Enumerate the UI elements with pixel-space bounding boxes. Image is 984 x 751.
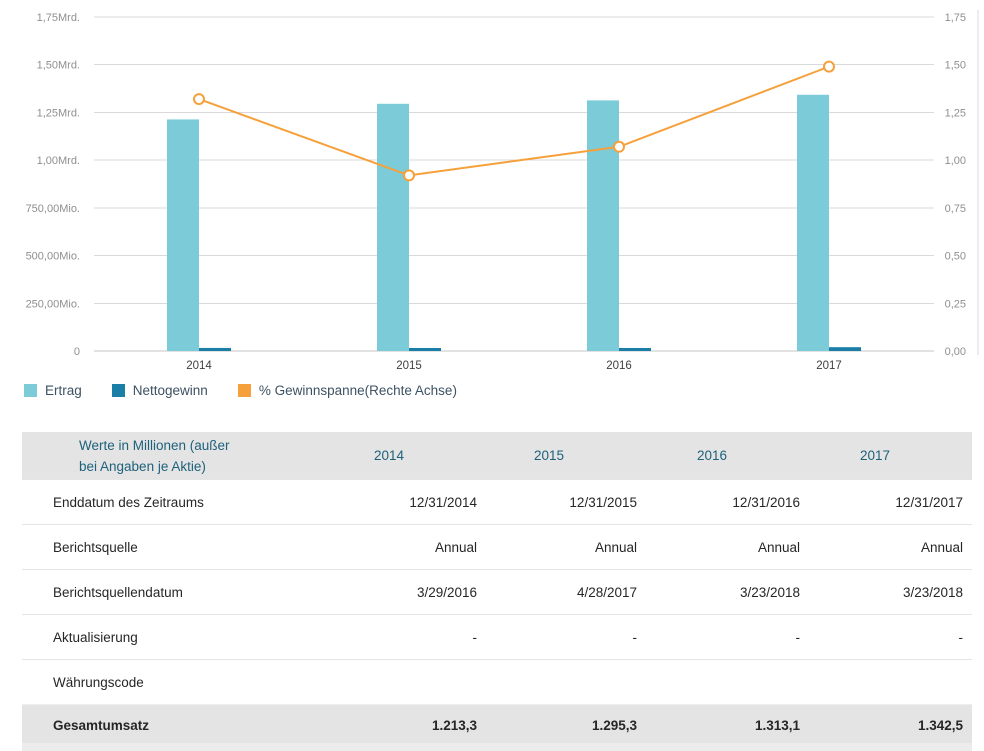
- row-value: Annual: [920, 539, 963, 555]
- right-axis-tick-label: 0,50: [945, 251, 966, 263]
- row-value: 1.213,3: [431, 718, 477, 733]
- table-row: Berichtsquelle Annual Annual Annual Annual: [22, 524, 972, 569]
- table-row: Währungscode: [22, 659, 972, 704]
- left-axis-tick-label: 1,00Mrd.: [37, 155, 80, 167]
- row-label: Enddatum des Zeitraums: [53, 494, 204, 510]
- row-label: Währungscode: [53, 674, 144, 690]
- bar-ertrag[interactable]: [797, 94, 829, 351]
- table-body: Enddatum des Zeitraums 12/31/2014 12/31/20…: [22, 479, 972, 746]
- row-label: Berichtsquelle: [53, 539, 138, 555]
- row-value: 3/23/2018: [902, 584, 963, 600]
- row-value: 12/31/2016: [732, 494, 800, 510]
- margin-line-marker[interactable]: [193, 93, 205, 106]
- row-label: Aktualisierung: [53, 629, 138, 645]
- row-value: -: [472, 629, 478, 645]
- row-value: 12/31/2017: [895, 494, 963, 510]
- margin-line-marker[interactable]: [403, 169, 415, 182]
- legend-label: Nettogewinn: [132, 383, 208, 398]
- chart-legend: Ertrag Nettogewinn % Gewinnspanne(Rechte A…: [24, 383, 457, 398]
- row-value: 3/23/2018: [739, 584, 800, 600]
- right-axis-tick-label: 0,25: [945, 298, 966, 310]
- left-axis-tick-label: 750,00Mio.: [26, 203, 80, 215]
- bar-nettogewinn[interactable]: [619, 348, 651, 351]
- left-axis-tick-label: 1,50Mrd.: [37, 60, 80, 72]
- left-axis-tick-label: 0: [74, 346, 80, 358]
- row-value: 12/31/2014: [409, 494, 477, 510]
- x-axis-category-label: 2016: [606, 360, 632, 372]
- row-value: Annual: [594, 539, 637, 555]
- bar-ertrag[interactable]: [587, 100, 619, 351]
- table-row: Enddatum des Zeitraums 12/31/2014 12/31/20…: [22, 479, 972, 524]
- x-axis-category-label: 2014: [186, 360, 212, 372]
- table-row: Berichtsquellendatum 3/29/2016 4/28/2017 3/…: [22, 569, 972, 614]
- right-axis-tick-label: 1,00: [945, 155, 966, 167]
- table-header-row: Werte in Millionen (außer bei Angaben je…: [22, 432, 972, 479]
- next-row-partial: [22, 743, 972, 751]
- table-row: Gesamtumsatz 1.213,3 1.295,3 1.313,1 1.342,5: [22, 704, 972, 746]
- table-header-label: Werte in Millionen (außer bei Angaben je…: [79, 437, 230, 474]
- right-axis-tick-label: 1,25: [945, 107, 966, 119]
- legend-item[interactable]: Nettogewinn: [111, 383, 208, 398]
- row-label: Gesamtumsatz: [53, 718, 150, 733]
- left-axis-tick-label: 1,25Mrd.: [37, 107, 80, 119]
- right-axis-tick-label: 1,75: [945, 12, 966, 24]
- table-row: Aktualisierung - - - -: [22, 614, 972, 659]
- revenue-margin-chart: 1,75Mrd. 1,75 1,50Mrd. 1,50 1,25Mrd. 1,25 1,00…: [26, 10, 979, 372]
- row-value: 12/31/2015: [569, 494, 637, 510]
- row-label: Berichtsquellendatum: [53, 584, 183, 600]
- bar-nettogewinn[interactable]: [199, 347, 231, 351]
- row-value: 4/28/2017: [576, 584, 637, 600]
- legend-label: % Gewinnspanne(Rechte Achse): [258, 383, 457, 398]
- right-axis-tick-label: 0,00: [945, 346, 966, 358]
- right-axis-tick-label: 1,50: [945, 60, 966, 72]
- x-axis-category-label: 2015: [396, 360, 422, 372]
- legend-swatch: [111, 384, 125, 397]
- row-value: 3/29/2016: [416, 584, 477, 600]
- year-column-header: 2015: [533, 448, 564, 463]
- financials-table: Werte in Millionen (außer bei Angaben je…: [22, 432, 972, 746]
- margin-line-marker[interactable]: [823, 60, 835, 73]
- legend-item[interactable]: % Gewinnspanne(Rechte Achse): [237, 383, 457, 398]
- left-axis-tick-label: 250,00Mio.: [26, 298, 80, 310]
- row-value: Annual: [757, 539, 800, 555]
- left-axis-tick-label: 500,00Mio.: [26, 251, 80, 263]
- row-value: -: [795, 629, 801, 645]
- bar-ertrag[interactable]: [167, 119, 199, 351]
- bar-nettogewinn[interactable]: [829, 347, 861, 351]
- row-value: Annual: [434, 539, 477, 555]
- bar-nettogewinn[interactable]: [409, 348, 441, 351]
- margin-line-marker[interactable]: [613, 140, 625, 153]
- bar-ertrag[interactable]: [377, 103, 409, 351]
- margin-line: [198, 65, 830, 177]
- row-value: 1.313,1: [754, 718, 800, 733]
- legend-label: Ertrag: [45, 383, 82, 398]
- row-value: -: [632, 629, 638, 645]
- legend-item[interactable]: Ertrag: [24, 383, 82, 398]
- left-axis-tick-label: 1,75Mrd.: [37, 12, 80, 24]
- legend-swatch: [24, 384, 37, 397]
- row-value: 1.295,3: [591, 718, 637, 733]
- year-column-header: 2016: [696, 448, 727, 463]
- row-value: 1.342,5: [917, 718, 963, 733]
- row-value: -: [958, 629, 964, 645]
- right-axis-tick-label: 0,75: [945, 203, 966, 215]
- year-column-header: 2017: [859, 448, 890, 463]
- x-axis-category-label: 2017: [816, 360, 842, 372]
- year-column-header: 2014: [373, 448, 404, 463]
- legend-swatch: [237, 384, 251, 397]
